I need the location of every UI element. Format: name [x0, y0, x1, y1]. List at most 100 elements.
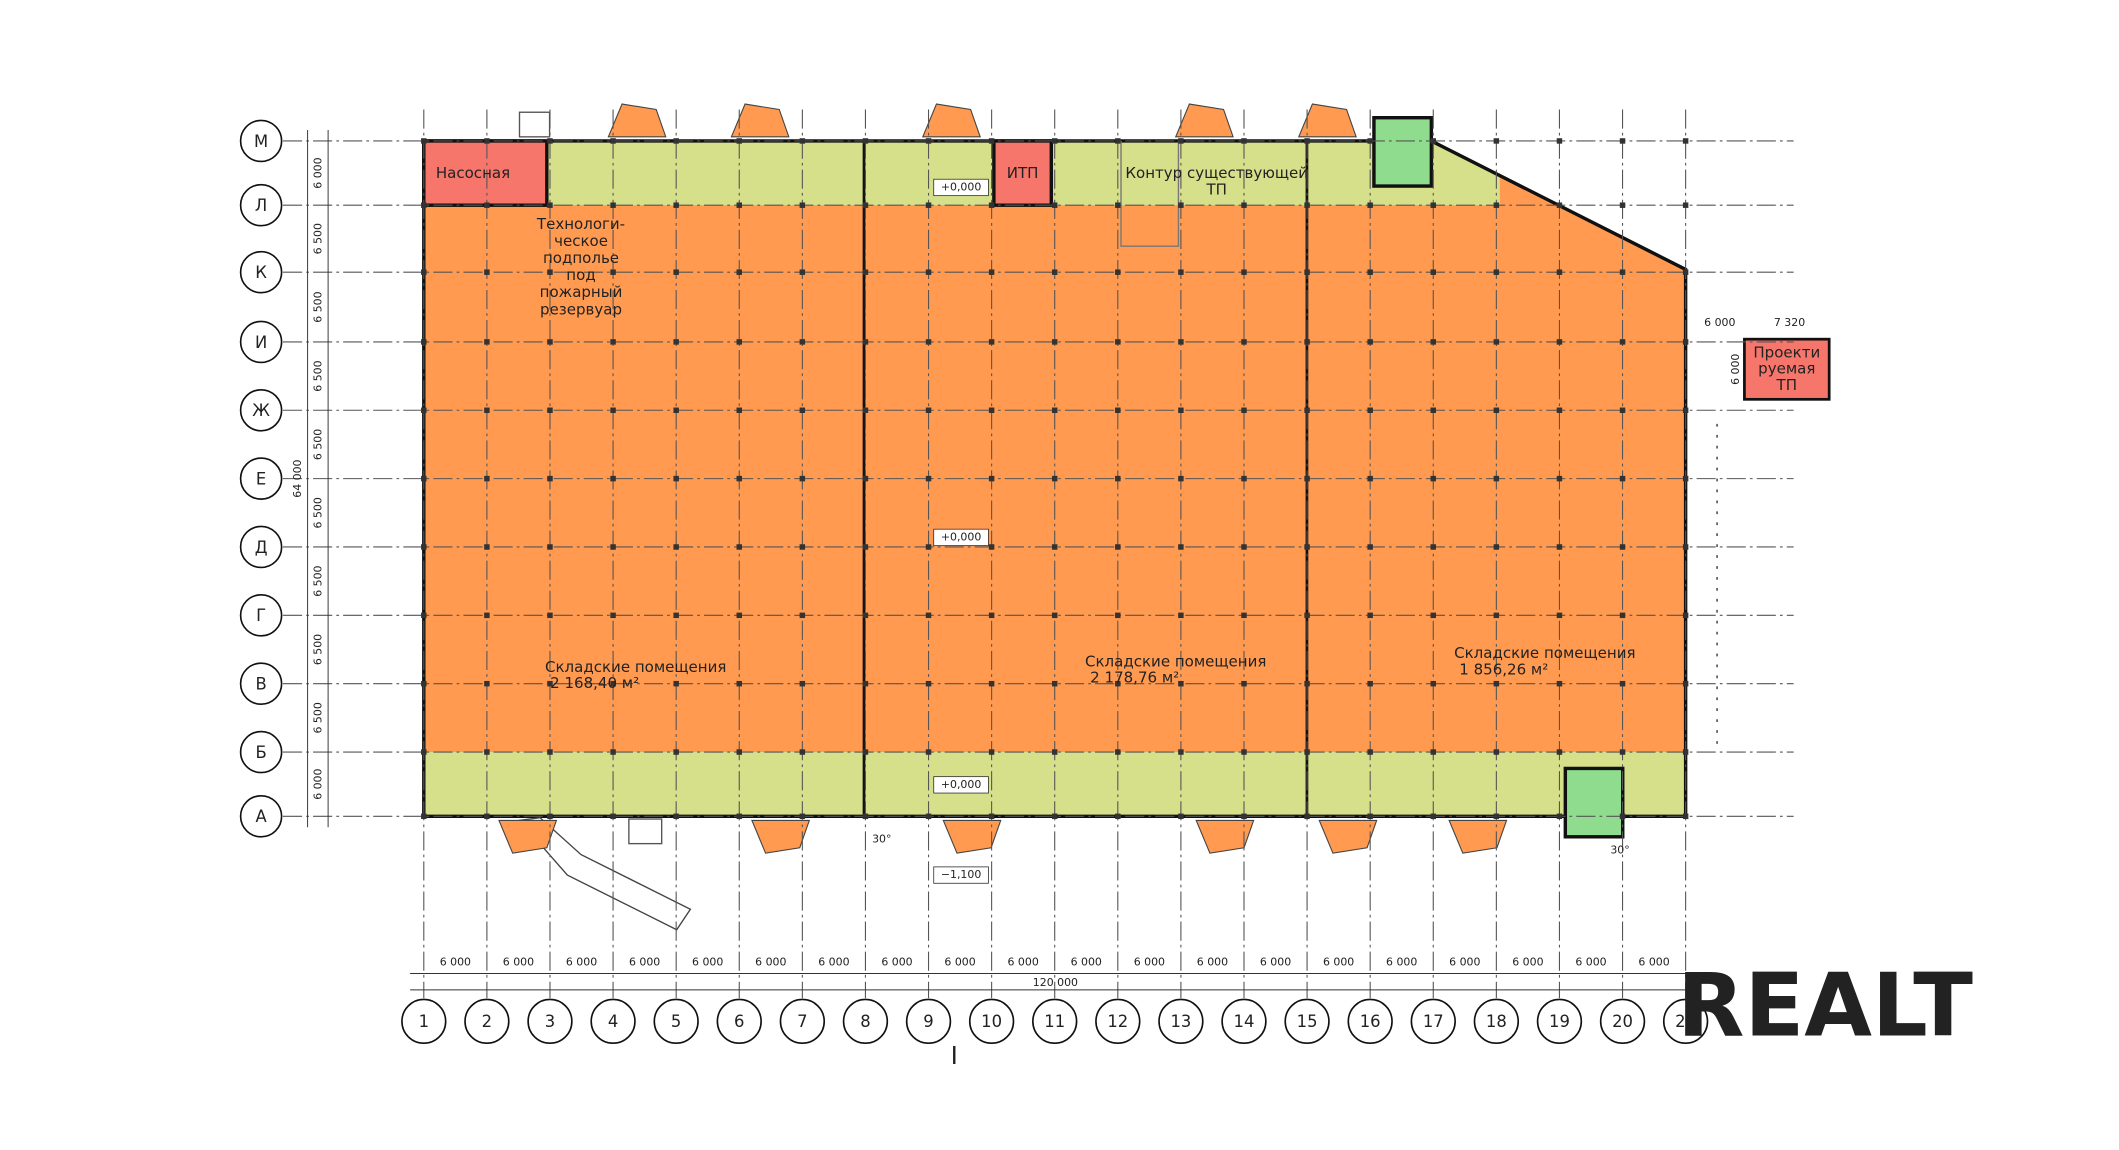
truck — [518, 816, 692, 931]
column — [1619, 138, 1626, 144]
column — [1178, 612, 1184, 619]
column — [862, 749, 869, 755]
column — [421, 202, 427, 208]
level-box — [933, 178, 989, 197]
column — [1682, 269, 1689, 275]
dock — [1448, 819, 1508, 854]
column — [1682, 749, 1689, 755]
column — [736, 813, 742, 820]
column — [1051, 138, 1058, 144]
column — [1115, 202, 1121, 208]
column — [610, 612, 616, 619]
column — [547, 339, 553, 345]
reservoir-label: под — [566, 266, 595, 284]
column — [547, 813, 553, 820]
warehouse-area: 2 178,76 м² — [1090, 669, 1179, 687]
column — [484, 202, 490, 208]
column — [799, 475, 806, 482]
column — [1367, 269, 1373, 275]
row-dim: 6 500 — [312, 497, 325, 528]
column — [1682, 813, 1689, 820]
column — [988, 202, 995, 208]
column — [1115, 612, 1121, 619]
column — [988, 475, 995, 482]
column — [610, 749, 616, 755]
column — [925, 749, 932, 755]
column-dim: 6 000 — [1260, 956, 1291, 969]
column-label: 11 — [1044, 1012, 1065, 1031]
column — [1367, 544, 1373, 550]
column — [925, 475, 932, 482]
reservoir-label: Технологи- — [536, 215, 625, 233]
row-label: М — [254, 132, 268, 151]
column — [1682, 339, 1689, 345]
column — [1051, 339, 1058, 345]
column — [862, 612, 869, 619]
column-marker — [401, 998, 447, 1045]
column — [421, 269, 427, 275]
dock — [1297, 103, 1357, 138]
column — [1430, 475, 1436, 482]
column — [1682, 612, 1689, 619]
column — [484, 612, 490, 619]
column — [1178, 407, 1184, 413]
row-label: К — [255, 263, 267, 282]
row-label: Д — [255, 538, 268, 557]
column — [1367, 475, 1373, 482]
column — [736, 407, 742, 413]
column — [484, 544, 490, 550]
column-label: 21 — [1675, 1012, 1696, 1031]
column-label: 8 — [860, 1012, 870, 1031]
column — [1304, 475, 1310, 482]
top-strip — [1431, 140, 1500, 206]
level-mark: +0,000 — [941, 180, 981, 193]
column — [1241, 138, 1247, 144]
reservoir-label: подполье — [543, 249, 619, 267]
row-marker — [239, 594, 283, 637]
column — [1619, 475, 1626, 482]
column — [1241, 202, 1247, 208]
row-label: А — [256, 807, 268, 826]
column — [1556, 475, 1563, 482]
column — [1367, 407, 1373, 413]
column-dim: 6 000 — [944, 956, 975, 969]
row-marker — [239, 525, 283, 569]
column — [1556, 612, 1563, 619]
column — [1430, 680, 1436, 687]
column-marker — [527, 998, 573, 1045]
column-dim: 6 000 — [566, 956, 597, 969]
column — [988, 407, 995, 413]
column-dim: 6 000 — [881, 956, 912, 969]
column — [1304, 138, 1310, 144]
column — [799, 813, 806, 820]
column — [925, 813, 932, 820]
column-label: 14 — [1234, 1012, 1255, 1031]
column — [1493, 749, 1500, 755]
column — [1115, 407, 1121, 413]
column — [1367, 612, 1373, 619]
column — [1241, 269, 1247, 275]
stair — [1563, 766, 1625, 839]
column — [1430, 407, 1436, 413]
column-marker — [716, 998, 762, 1045]
column — [988, 813, 995, 820]
row-label: Г — [256, 606, 266, 625]
column — [862, 407, 869, 413]
column-label: 13 — [1170, 1012, 1191, 1031]
warehouse-area: 2 168,40 м² — [550, 674, 639, 692]
column — [862, 680, 869, 687]
column — [1051, 680, 1058, 687]
column-marker — [1221, 998, 1267, 1045]
column — [736, 202, 742, 208]
column-dim: 6 000 — [818, 956, 849, 969]
column — [421, 680, 427, 687]
row-dim: 6 500 — [312, 702, 325, 733]
column — [1051, 475, 1058, 482]
column — [1304, 813, 1310, 820]
dock — [607, 103, 667, 138]
column — [1493, 544, 1500, 550]
tp-dim: 6 000 — [1729, 354, 1742, 385]
watermark: REALT — [1677, 955, 1973, 1057]
column — [862, 475, 869, 482]
